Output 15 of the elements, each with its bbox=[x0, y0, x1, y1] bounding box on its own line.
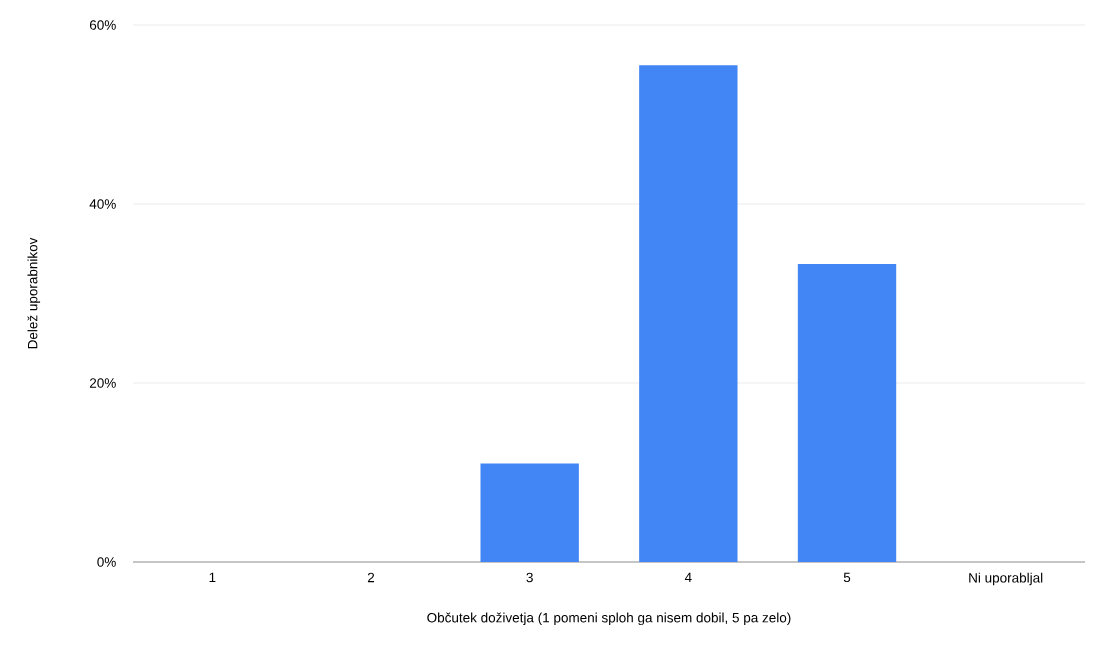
bar bbox=[797, 263, 897, 562]
x-tick-label: 4 bbox=[684, 572, 692, 582]
x-tick-label: 2 bbox=[367, 572, 375, 583]
y-tick-label: 0% bbox=[97, 557, 116, 567]
y-axis-title: Delež uporabnikov bbox=[27, 237, 41, 349]
x-tick-label: 5 bbox=[843, 572, 851, 583]
x-tick-label: Ni uporabljal bbox=[969, 572, 1043, 586]
bar bbox=[480, 463, 579, 562]
bar bbox=[639, 65, 738, 562]
x-tick-label: 1 bbox=[209, 572, 216, 582]
x-tick-label: 3 bbox=[526, 572, 533, 583]
y-tick-label: 20% bbox=[89, 378, 116, 388]
y-tick-label: 40% bbox=[89, 199, 116, 209]
x-axis-title: Občutek doživetja (1 pomeni sploh ga nisem dobil, 5 pa zelo) bbox=[427, 612, 791, 626]
y-tick-label: 60% bbox=[89, 20, 116, 30]
